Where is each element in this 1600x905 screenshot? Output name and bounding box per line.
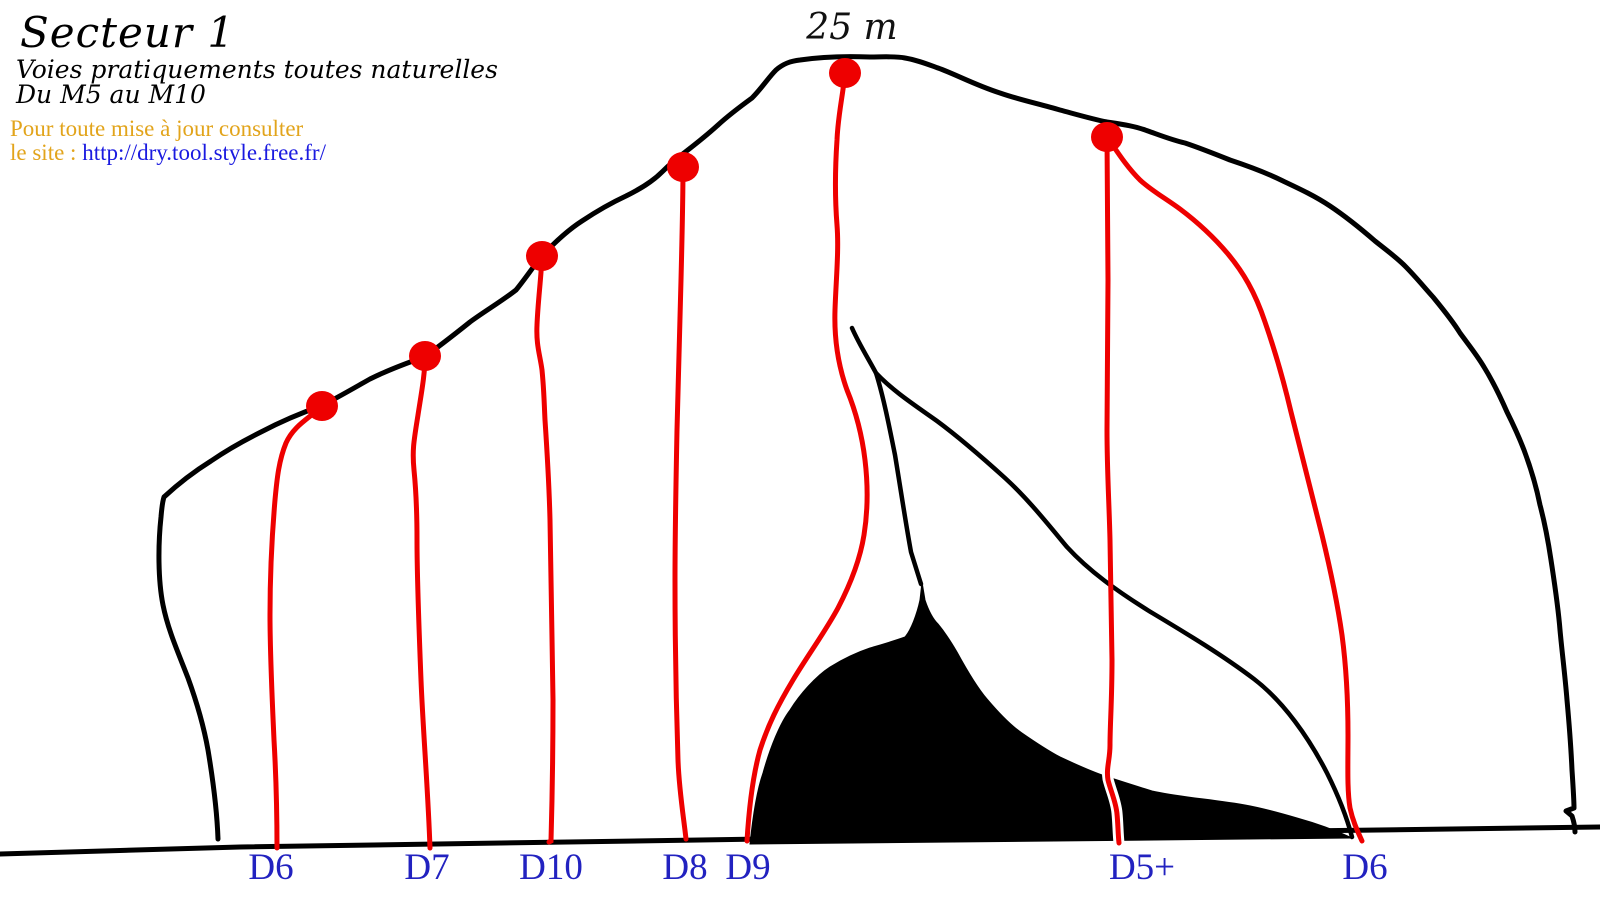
route-top-dot-d8 [667,152,699,182]
route-top-dot-d6-left [306,391,338,421]
route-top-dot-d7 [409,341,441,371]
route-label-d10: D10 [519,847,583,888]
route-top-dot-d9 [829,58,861,88]
sector-grade-range: Du M5 au M10 [16,80,206,109]
route-top-dot-d10 [526,241,558,271]
summit-height-label: 25 m [806,7,898,48]
route-line-d5plus [1104,134,1122,846]
route-line-d9 [744,70,870,844]
crack-line-stem [849,325,924,587]
route-line-d10 [534,253,556,845]
cave-shadow [749,581,1353,845]
route-label-d5plus: D5+ [1108,847,1176,888]
route-label-d9: D9 [725,847,771,888]
route-label-d7: D7 [404,847,450,888]
route-label-d6-left: D6 [248,847,294,888]
update-note-line2: le site : http://dry.tool.style.free.fr/ [10,140,326,166]
rock-outline [156,54,1578,842]
route-line-d6-right [1104,134,1365,844]
route-line-d6-left [267,403,325,851]
crack-line-diagonal [873,370,1355,840]
sector-title: Secteur 1 [20,8,236,57]
route-label-d6-right: D6 [1342,847,1388,888]
route-label-d8: D8 [662,847,708,888]
update-note-prefix: le site : [10,140,83,165]
route-line-d7 [410,353,433,851]
sector-subtitle: Voies pratiquements toutes naturelles [16,55,498,84]
update-note-line1: Pour toute mise à jour consulter [10,116,304,141]
route-line-d8 [672,164,689,842]
route-top-dot-d5plus [1091,122,1123,152]
site-url-link[interactable]: http://dry.tool.style.free.fr/ [82,140,326,165]
